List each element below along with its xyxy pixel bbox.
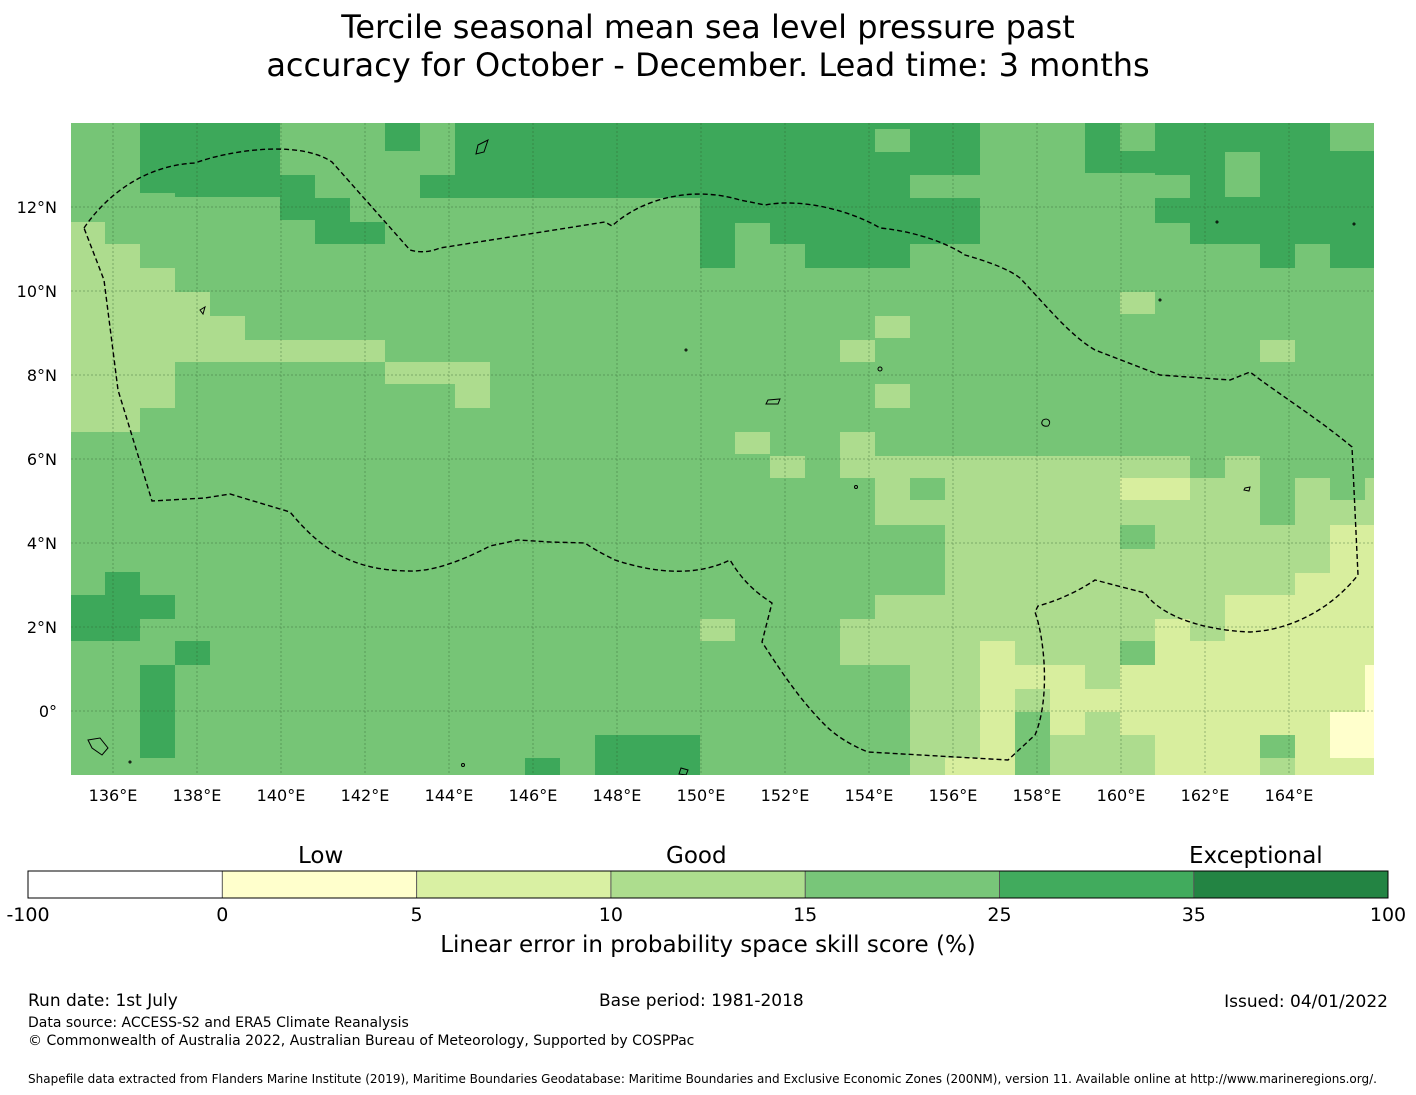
colorbar-label: Linear error in probability space skill …	[440, 932, 976, 958]
colorbar-segment	[1193, 871, 1388, 898]
lon-label: 150°E	[677, 786, 726, 805]
lon-label: 164°E	[1265, 786, 1314, 805]
lon-label: 138°E	[173, 786, 222, 805]
shapefile-credit: Shapefile data extracted from Flanders M…	[28, 1072, 1377, 1086]
medium-spots	[280, 123, 1374, 198]
lon-label: 136°E	[89, 786, 138, 805]
colorbar-tick: 10	[599, 904, 623, 926]
chart-title: Tercile seasonal mean sea level pressure…	[0, 8, 1416, 84]
lat-label: 10°N	[17, 282, 57, 301]
lon-label: 158°E	[1013, 786, 1062, 805]
colorbar: -100 0 5 10 15 25 35 100	[6, 870, 1406, 926]
lat-label: 2°N	[27, 618, 57, 637]
issued-date: Issued: 04/01/2022	[1224, 992, 1388, 1012]
lon-label: 140°E	[257, 786, 306, 805]
colorbar-segment	[28, 871, 223, 898]
lon-label: 144°E	[425, 786, 474, 805]
lon-labels: 136°E 138°E 140°E 142°E 144°E 146°E 148°…	[89, 786, 1314, 805]
base-period: Base period: 1981-2018	[599, 991, 804, 1011]
copyright: © Commonwealth of Australia 2022, Austra…	[28, 1033, 695, 1049]
lat-label: 0°	[39, 702, 57, 721]
gridlines	[71, 123, 1374, 775]
low-skill-regions	[945, 478, 1374, 775]
colorbar-tick: 15	[793, 904, 817, 926]
title-line-1: Tercile seasonal mean sea level pressure…	[341, 8, 1075, 46]
colorbar-segment	[222, 871, 417, 898]
title-line-2: accuracy for October - December. Lead ti…	[266, 46, 1150, 84]
colorbar-category-exceptional: Exceptional	[1189, 843, 1323, 869]
high-skill-regions	[71, 123, 1374, 775]
lon-label: 156°E	[929, 786, 978, 805]
lon-label: 142°E	[341, 786, 390, 805]
colorbar-tick: -100	[6, 904, 49, 926]
data-source: Data source: ACCESS-S2 and ERA5 Climate …	[28, 1015, 409, 1031]
colorbar-segment	[999, 871, 1194, 898]
colorbar-tick: 100	[1370, 904, 1406, 926]
run-date: Run date: 1st July	[28, 991, 178, 1011]
colorbar-tick: 35	[1182, 904, 1206, 926]
lat-label: 6°N	[27, 450, 57, 469]
medium-spots-south	[875, 478, 1295, 595]
lat-labels: 12°N 10°N 8°N 6°N 4°N 2°N 0°	[17, 198, 57, 721]
colorbar-tick: 25	[987, 904, 1011, 926]
colorbar-segment	[416, 871, 611, 898]
lon-label: 162°E	[1181, 786, 1230, 805]
lat-label: 8°N	[27, 366, 57, 385]
colorbar-tick: 0	[216, 904, 228, 926]
lon-label: 154°E	[845, 786, 894, 805]
colorbar-segment	[610, 871, 806, 898]
eez-boundary	[83, 148, 1359, 761]
lon-label: 160°E	[1097, 786, 1146, 805]
colorbar-tick: 5	[411, 904, 423, 926]
lon-label: 152°E	[761, 786, 810, 805]
colorbar-category-good: Good	[666, 843, 727, 869]
skill-map: 12°N 10°N 8°N 6°N 4°N 2°N 0° 136°E 138°E…	[6, 123, 1406, 926]
lon-label: 146°E	[509, 786, 558, 805]
colorbar-outline	[27, 870, 1389, 899]
lowest-skill-cell	[1330, 712, 1374, 758]
islands	[87, 139, 1356, 775]
lon-label: 148°E	[593, 786, 642, 805]
colorbar-segment	[805, 871, 1000, 898]
lat-label: 12°N	[17, 198, 57, 217]
lowest-skill-edge	[1365, 665, 1374, 712]
map-field	[71, 123, 1374, 775]
colorbar-category-low: Low	[298, 843, 344, 869]
lat-label: 4°N	[27, 534, 57, 553]
